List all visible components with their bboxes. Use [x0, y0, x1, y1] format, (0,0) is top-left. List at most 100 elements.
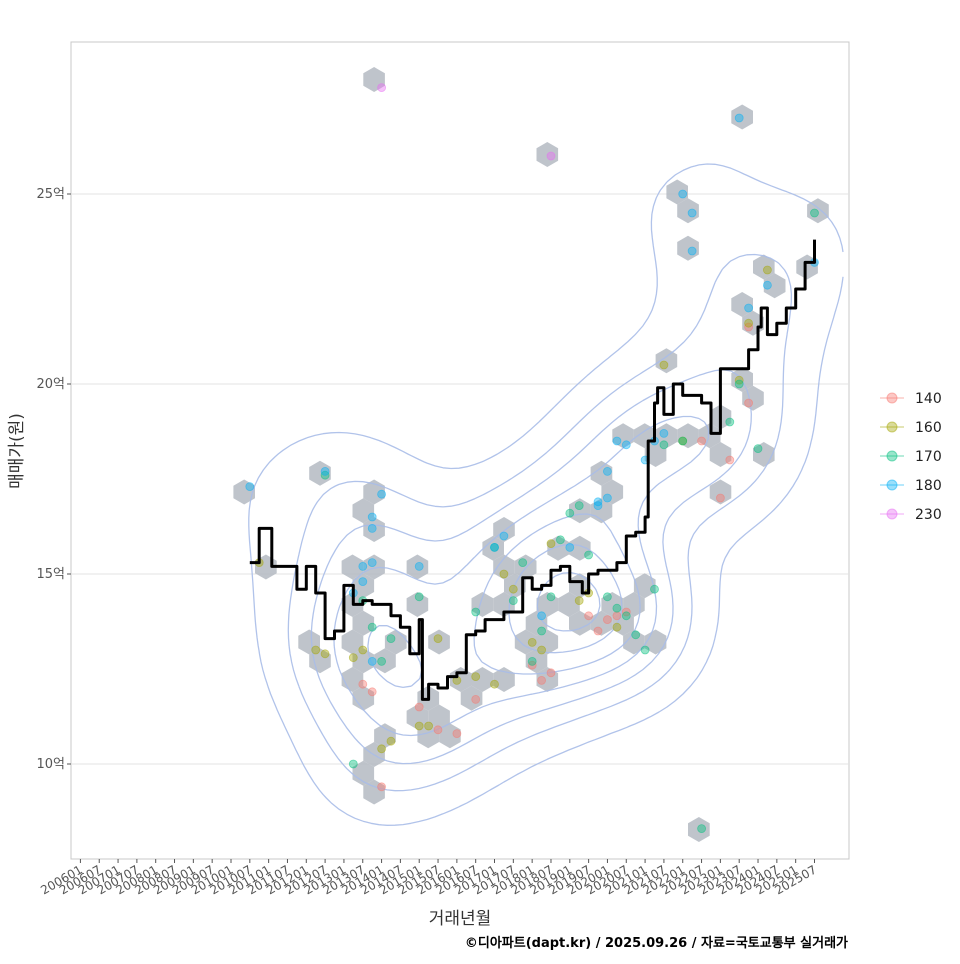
hexbin-cell — [558, 592, 580, 617]
data-point-180 — [490, 543, 499, 552]
hexbin-cell — [688, 817, 710, 842]
data-point-170 — [753, 444, 763, 454]
data-point-170 — [565, 508, 575, 518]
hexbin-cell — [493, 554, 515, 580]
hexbin-cell — [352, 685, 375, 711]
hexbin-cell — [471, 592, 494, 617]
data-point-160 — [414, 721, 424, 731]
density-contour — [508, 543, 623, 654]
legend-key-point — [886, 421, 898, 433]
data-point-160 — [377, 744, 387, 754]
hexbin-cell — [482, 535, 504, 561]
legend-label: 140 — [915, 391, 942, 407]
data-point-160 — [499, 569, 509, 579]
hexbin-cell — [731, 292, 753, 317]
data-point-180 — [734, 113, 744, 123]
hexbin-cell — [698, 423, 721, 449]
data-point-140 — [593, 626, 603, 636]
hexbin-cell — [298, 629, 320, 655]
hexbin-cell — [374, 648, 396, 674]
density-contour — [310, 369, 752, 765]
data-point-170 — [697, 824, 706, 833]
y-tick-label: 20억 — [36, 377, 65, 392]
data-point-170 — [734, 379, 744, 389]
legend-label: 230 — [915, 507, 942, 523]
hexbin-cell — [731, 104, 753, 130]
legend-key-point — [886, 479, 898, 491]
data-point-170 — [471, 607, 481, 617]
data-point-170 — [508, 596, 518, 605]
data-point-180 — [687, 246, 697, 256]
hexbin-cell — [406, 704, 429, 730]
hexbin-cell — [514, 554, 537, 580]
data-point-160 — [574, 596, 584, 605]
data-point-180 — [499, 531, 509, 541]
hexbin-cell — [374, 723, 396, 749]
x-axis-title: 거래년월 — [429, 909, 492, 929]
legend-label: 180 — [915, 478, 942, 494]
data-point-230 — [546, 151, 556, 161]
data-point-170 — [678, 436, 688, 446]
data-point-170 — [810, 208, 819, 218]
data-point-140 — [367, 687, 377, 697]
legend: 140 160 170 180 230 — [880, 391, 942, 523]
data-point-180 — [377, 489, 387, 499]
scatter-points-layer — [245, 83, 819, 833]
data-point-160 — [358, 645, 368, 655]
data-point-140 — [697, 436, 706, 446]
legend-key-point — [886, 508, 898, 520]
data-point-140 — [377, 782, 387, 792]
data-point-180 — [320, 466, 330, 476]
hexbin-cell — [428, 629, 450, 655]
data-point-160 — [311, 645, 321, 655]
data-point-170 — [377, 657, 387, 666]
data-point-160 — [471, 672, 481, 681]
data-point-180 — [414, 562, 424, 571]
hexbin-cell — [763, 273, 786, 299]
hexbin-cell — [384, 629, 407, 655]
hexbin-cell — [633, 573, 656, 599]
median-line-layer — [249, 239, 816, 701]
hexbin-cell — [709, 479, 732, 505]
hexbin-cell — [341, 629, 364, 655]
data-point-180 — [678, 189, 688, 199]
hexbin-cell — [601, 479, 624, 505]
data-point-140 — [546, 668, 556, 678]
hexbin-cell — [677, 423, 699, 449]
data-point-180 — [245, 482, 255, 492]
data-point-180 — [603, 493, 612, 503]
data-point-140 — [471, 695, 481, 704]
density-contour — [287, 253, 793, 792]
data-point-160 — [537, 645, 546, 655]
y-axis-title: 매매가(원) — [7, 413, 27, 489]
data-point-180 — [763, 280, 772, 290]
data-point-160 — [612, 622, 622, 632]
data-point-170 — [574, 501, 584, 511]
data-point-170 — [386, 634, 396, 643]
data-point-170 — [640, 645, 650, 655]
data-point-180 — [367, 524, 377, 533]
legend-label: 160 — [915, 420, 942, 436]
data-point-140 — [612, 611, 622, 621]
hexbin-cell — [406, 554, 429, 580]
hexbin-cell — [233, 479, 255, 505]
legend-label: 170 — [915, 449, 942, 465]
data-point-140 — [744, 398, 753, 408]
data-point-140 — [452, 729, 462, 738]
data-point-160 — [546, 539, 556, 548]
data-point-180 — [367, 657, 377, 666]
density-contour — [248, 163, 844, 826]
hexbin-cell — [363, 67, 385, 92]
data-point-140 — [716, 493, 725, 503]
data-point-180 — [358, 577, 368, 586]
data-point-160 — [763, 265, 772, 275]
hexbin-cell — [612, 610, 634, 636]
hexbin-cell — [363, 779, 385, 805]
legend-key-point — [886, 450, 898, 462]
data-point-170 — [527, 657, 537, 666]
hexbin-cell — [428, 704, 450, 730]
y-tick-label: 10억 — [36, 757, 65, 772]
data-point-230 — [377, 83, 387, 92]
